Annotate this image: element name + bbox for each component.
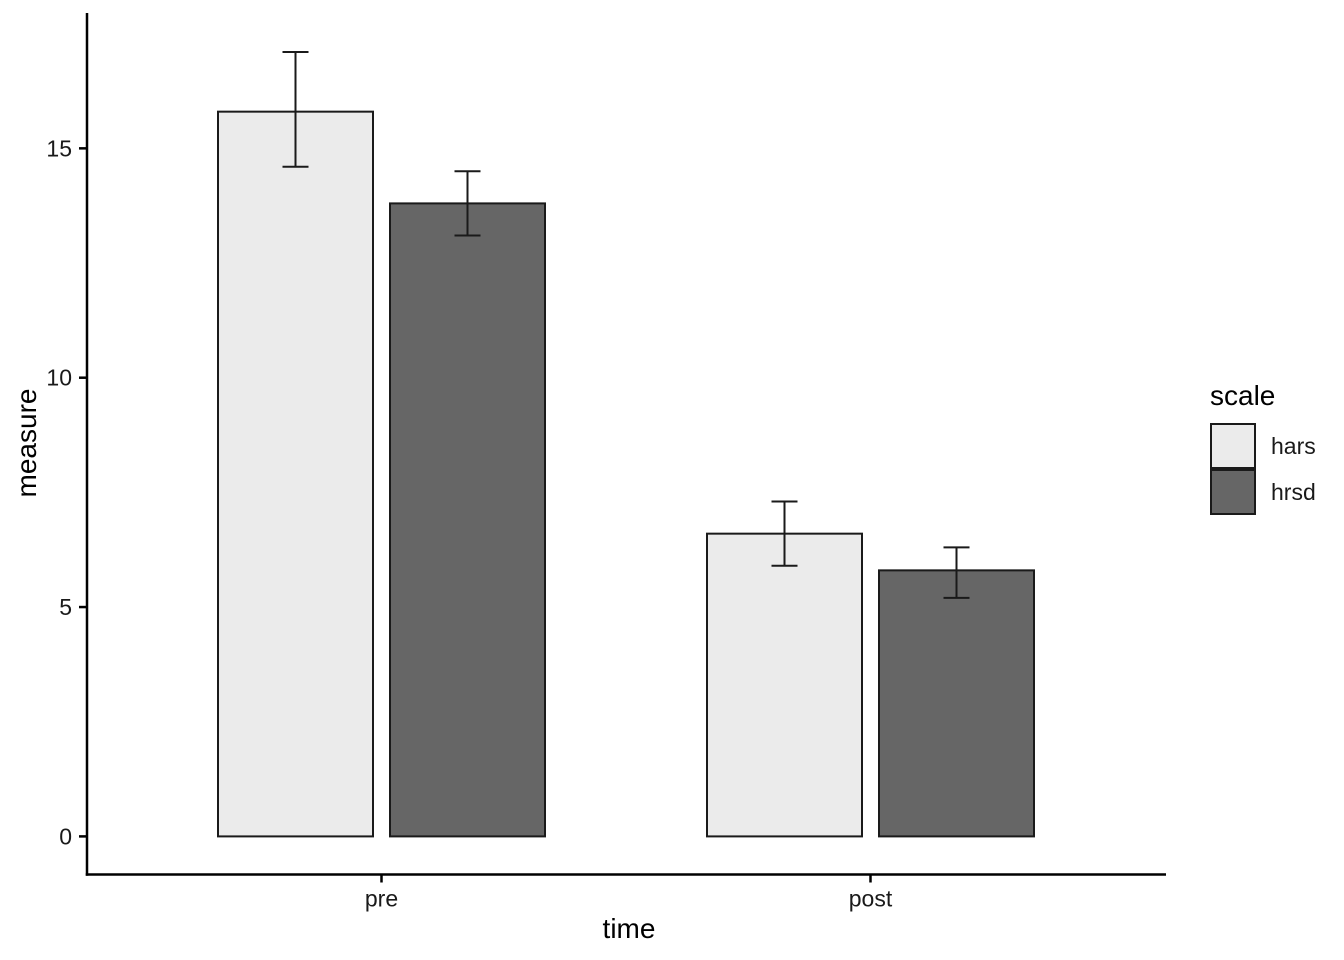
legend: scale hars hrsd <box>1210 380 1316 515</box>
legend-label: hars <box>1271 432 1316 459</box>
y-tick-label: 15 <box>46 135 72 161</box>
y-tick-label: 0 <box>59 823 72 849</box>
x-tick-label: post <box>849 886 893 912</box>
legend-item-hrsd: hrsd <box>1210 469 1316 515</box>
legend-item-hars: hars <box>1210 423 1316 469</box>
x-tick-label: pre <box>365 886 398 912</box>
legend-swatch-hrsd <box>1210 469 1256 515</box>
legend-items: hars hrsd <box>1210 423 1316 515</box>
legend-label: hrsd <box>1271 478 1316 505</box>
y-tick-label: 10 <box>46 365 72 391</box>
bar-pre-hars <box>217 110 374 838</box>
legend-title: scale <box>1210 380 1276 411</box>
bar-pre-hrsd <box>389 202 546 838</box>
legend-swatch-hars <box>1210 423 1256 469</box>
y-axis-title: measure <box>11 388 42 498</box>
x-axis-title: time <box>602 913 656 944</box>
y-tick-label: 5 <box>59 594 72 620</box>
bar-post-hrsd <box>878 569 1035 838</box>
bar-post-hars <box>706 532 863 838</box>
